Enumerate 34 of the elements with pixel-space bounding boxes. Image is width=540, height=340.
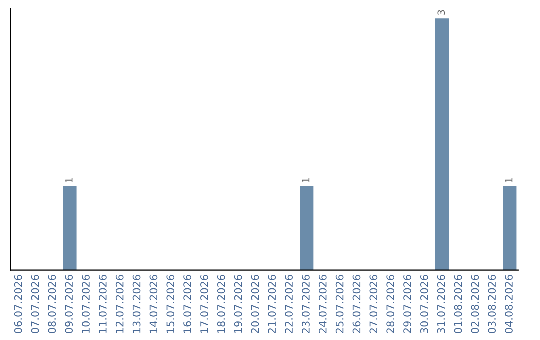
data-label: 1: [506, 178, 513, 183]
x-tick-label: 02.08.2026: [471, 275, 480, 334]
x-tick-label: 27.07.2026: [370, 275, 378, 334]
x-tick-label: 19.07.2026: [234, 275, 242, 333]
x-tick-label: 23.07.2026: [302, 275, 310, 334]
x-tick-label: 01.08.2026: [454, 275, 462, 334]
data-label: 3: [438, 10, 446, 16]
x-tick-label: 18.07.2026: [217, 275, 226, 333]
x-tick-label: 12.07.2026: [116, 275, 124, 333]
data-label: 1: [66, 178, 73, 183]
x-tick-label: 28.07.2026: [386, 275, 395, 334]
x-tick-label: 16.07.2026: [184, 275, 192, 333]
x-tick-label: 13.07.2026: [132, 275, 141, 333]
x-tick-label: 07.07.2026: [31, 275, 40, 334]
x-tick-label: 30.07.2026: [420, 275, 428, 334]
x-tick-label: 04.08.2026: [505, 275, 513, 334]
x-tick-label: 15.07.2026: [166, 275, 175, 333]
x-tick-label: 21.07.2026: [268, 275, 276, 334]
x-tick-label: 22.07.2026: [285, 275, 293, 334]
x-tick-label: 25.07.2026: [336, 275, 344, 334]
x-tick-label: 20.07.2026: [251, 275, 260, 334]
x-tick-label: 29.07.2026: [404, 275, 412, 334]
x-tick-label: 06.07.2026: [14, 275, 22, 334]
x-tick-label: 17.07.2026: [200, 275, 208, 333]
x-tick-label: 09.07.2026: [65, 275, 74, 334]
x-tick-label: 24.07.2026: [318, 275, 327, 334]
x-tick-label: 10.07.2026: [82, 275, 90, 333]
x-tick-label: 26.07.2026: [352, 275, 361, 334]
x-tick-label: 03.08.2026: [488, 275, 496, 334]
x-tick-label: 14.07.2026: [150, 275, 158, 333]
x-tick-label: 31.07.2026: [437, 275, 446, 334]
x-tick-label: 08.07.2026: [48, 275, 56, 334]
data-label: 1: [302, 178, 310, 183]
x-tick-label: 11.07.2026: [99, 275, 107, 333]
